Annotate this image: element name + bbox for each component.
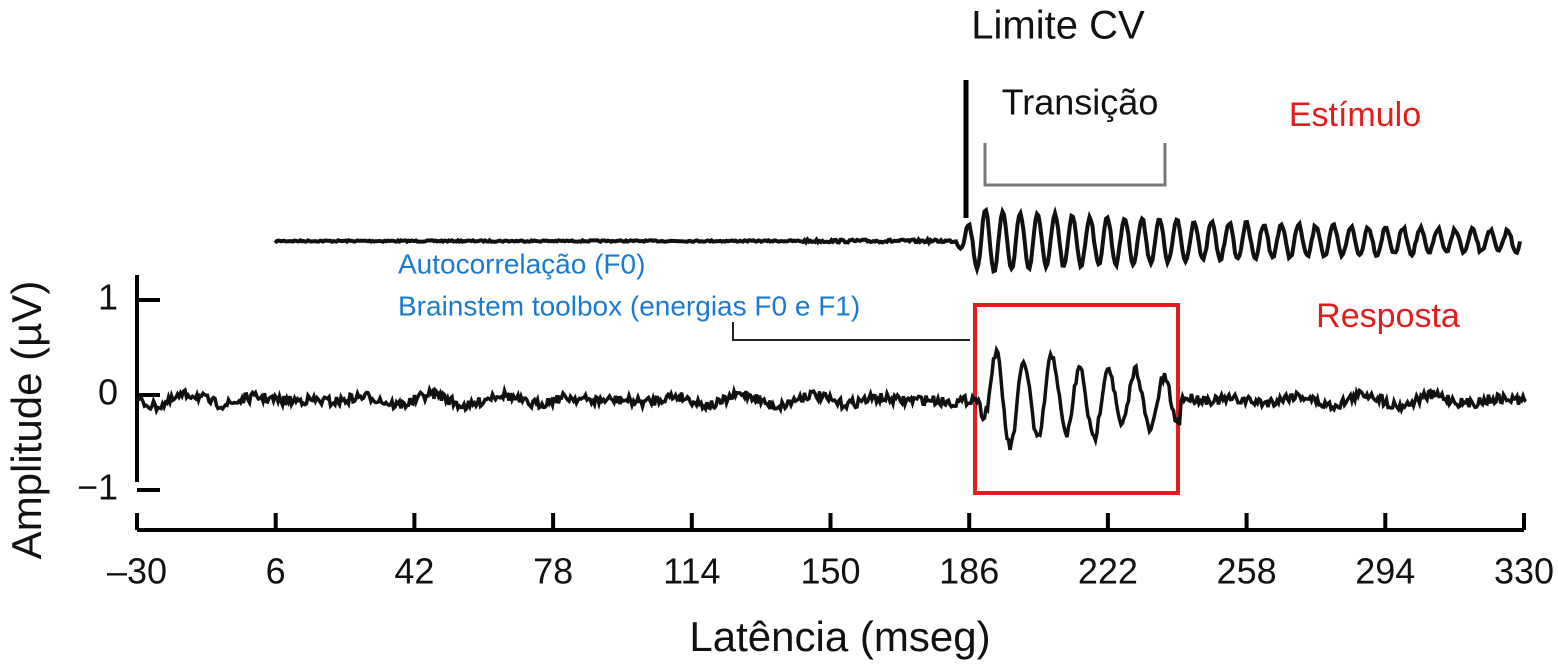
x-tick-label: 6 bbox=[266, 551, 286, 592]
x-tick-label: 294 bbox=[1355, 551, 1415, 592]
y-tick-label: 1 bbox=[98, 277, 118, 318]
x-tick-label: 78 bbox=[533, 551, 573, 592]
x-tick-label: 186 bbox=[939, 551, 999, 592]
x-tick-label: 150 bbox=[800, 551, 860, 592]
response-label: Resposta bbox=[1316, 297, 1460, 335]
x-tick-label: –30 bbox=[107, 551, 167, 592]
method-label: Brainstem toolbox (energias F0 e F1) bbox=[398, 290, 860, 321]
x-tick-label: 222 bbox=[1078, 551, 1138, 592]
x-tick-label: 258 bbox=[1217, 551, 1277, 592]
response-waveform bbox=[135, 344, 1528, 451]
y-tick-label: −1 bbox=[77, 467, 118, 508]
transition-bracket bbox=[983, 143, 1167, 187]
x-tick-label: 330 bbox=[1494, 551, 1554, 592]
stimulus-waveform bbox=[273, 205, 1522, 276]
connector bbox=[732, 322, 970, 341]
method-label: Autocorrelação (F0) bbox=[398, 248, 645, 279]
x-axis-title: Latência (mseg) bbox=[689, 613, 990, 660]
x-tick-label: 42 bbox=[394, 551, 434, 592]
y-tick-label: 0 bbox=[98, 372, 118, 413]
chart-title: Limite CV bbox=[971, 4, 1145, 48]
transition-label: Transição bbox=[1002, 82, 1159, 123]
response-window bbox=[973, 303, 1180, 495]
stimulus-label: Estímulo bbox=[1289, 96, 1421, 134]
y-axis-title: Amplitude (µV) bbox=[3, 281, 50, 560]
x-tick-label: 114 bbox=[663, 551, 720, 592]
